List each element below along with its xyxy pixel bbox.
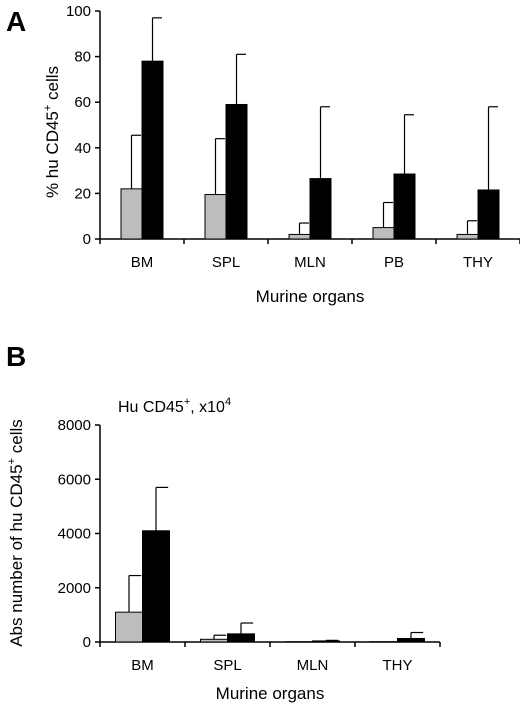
panel-b-y-tick-label: 6000 bbox=[58, 471, 91, 488]
panel-b-bar bbox=[397, 637, 425, 643]
panel-a-y-tick-label: 60 bbox=[74, 94, 91, 111]
panel-b-unit-annotation: Hu CD45+, x104 bbox=[118, 396, 231, 416]
panel-b-category-label: SPL bbox=[213, 657, 241, 674]
panel-b-category-label: MLN bbox=[297, 657, 329, 674]
panel-a-y-tick-label: 80 bbox=[74, 49, 91, 66]
panel-b-bar bbox=[142, 530, 170, 643]
panel-b-y-tick-label: 2000 bbox=[58, 580, 91, 597]
panel-a-category-label: THY bbox=[463, 254, 493, 271]
panel-b-letter: B bbox=[6, 341, 26, 372]
panel-b-plot: 0 2000 4000 6000 8000 BM SPL MLN THY bbox=[58, 417, 441, 674]
panel-a-y-tick-label: 0 bbox=[83, 231, 91, 248]
panel-b-category-label: BM bbox=[131, 657, 154, 674]
panel-a-y-axis-label: % hu CD45+ cells bbox=[42, 66, 62, 198]
panel-a-plot: 0 20 40 60 80 100 BM SPL MLN PB THY bbox=[66, 3, 520, 271]
panel-a-y-tick-label: 40 bbox=[74, 140, 91, 157]
panel-b-category-label: THY bbox=[383, 657, 413, 674]
panel-a-bar bbox=[141, 60, 164, 240]
panel-b-y-tick-label: 0 bbox=[83, 634, 91, 651]
panel-a-category-label: BM bbox=[131, 254, 154, 271]
panel-a-bar bbox=[225, 103, 248, 240]
panel-b-bar bbox=[200, 638, 228, 643]
panel-a-bar bbox=[393, 173, 416, 240]
panel-a-y-tick-label: 100 bbox=[66, 3, 91, 20]
panel-a-category-label: PB bbox=[384, 254, 404, 271]
panel-a-bar bbox=[120, 188, 143, 240]
panel-a-category-label: SPL bbox=[212, 254, 240, 271]
panel-b-x-axis-label: Murine organs bbox=[216, 684, 325, 703]
panel-a: A 0 20 40 60 80 100 BM SPL MLN PB THY % hu CD45+ c… bbox=[6, 3, 520, 306]
panel-a-category-label: MLN bbox=[294, 254, 326, 271]
panel-b-bar bbox=[312, 640, 340, 643]
panel-a-letter: A bbox=[6, 6, 26, 37]
panel-a-bar bbox=[204, 194, 227, 240]
panel-a-bar bbox=[477, 189, 500, 240]
panel-b-bar bbox=[115, 611, 143, 643]
panel-a-bar bbox=[288, 233, 311, 240]
panel-b-bar bbox=[227, 633, 255, 643]
panel-a-x-axis-label: Murine organs bbox=[256, 287, 365, 306]
panel-b-y-tick-label: 4000 bbox=[58, 526, 91, 543]
panel-a-bar bbox=[309, 178, 332, 240]
panel-a-bar bbox=[456, 233, 479, 240]
panel-b-y-tick-label: 8000 bbox=[58, 417, 91, 434]
panel-a-bar bbox=[372, 227, 395, 240]
panel-b: B Hu CD45+, x104 0 2000 4000 6000 8000 BM SPL M… bbox=[6, 341, 441, 703]
panel-a-y-tick-label: 20 bbox=[74, 185, 91, 202]
panel-b-y-axis-label: Abs number of hu CD45+ cells bbox=[6, 419, 26, 647]
